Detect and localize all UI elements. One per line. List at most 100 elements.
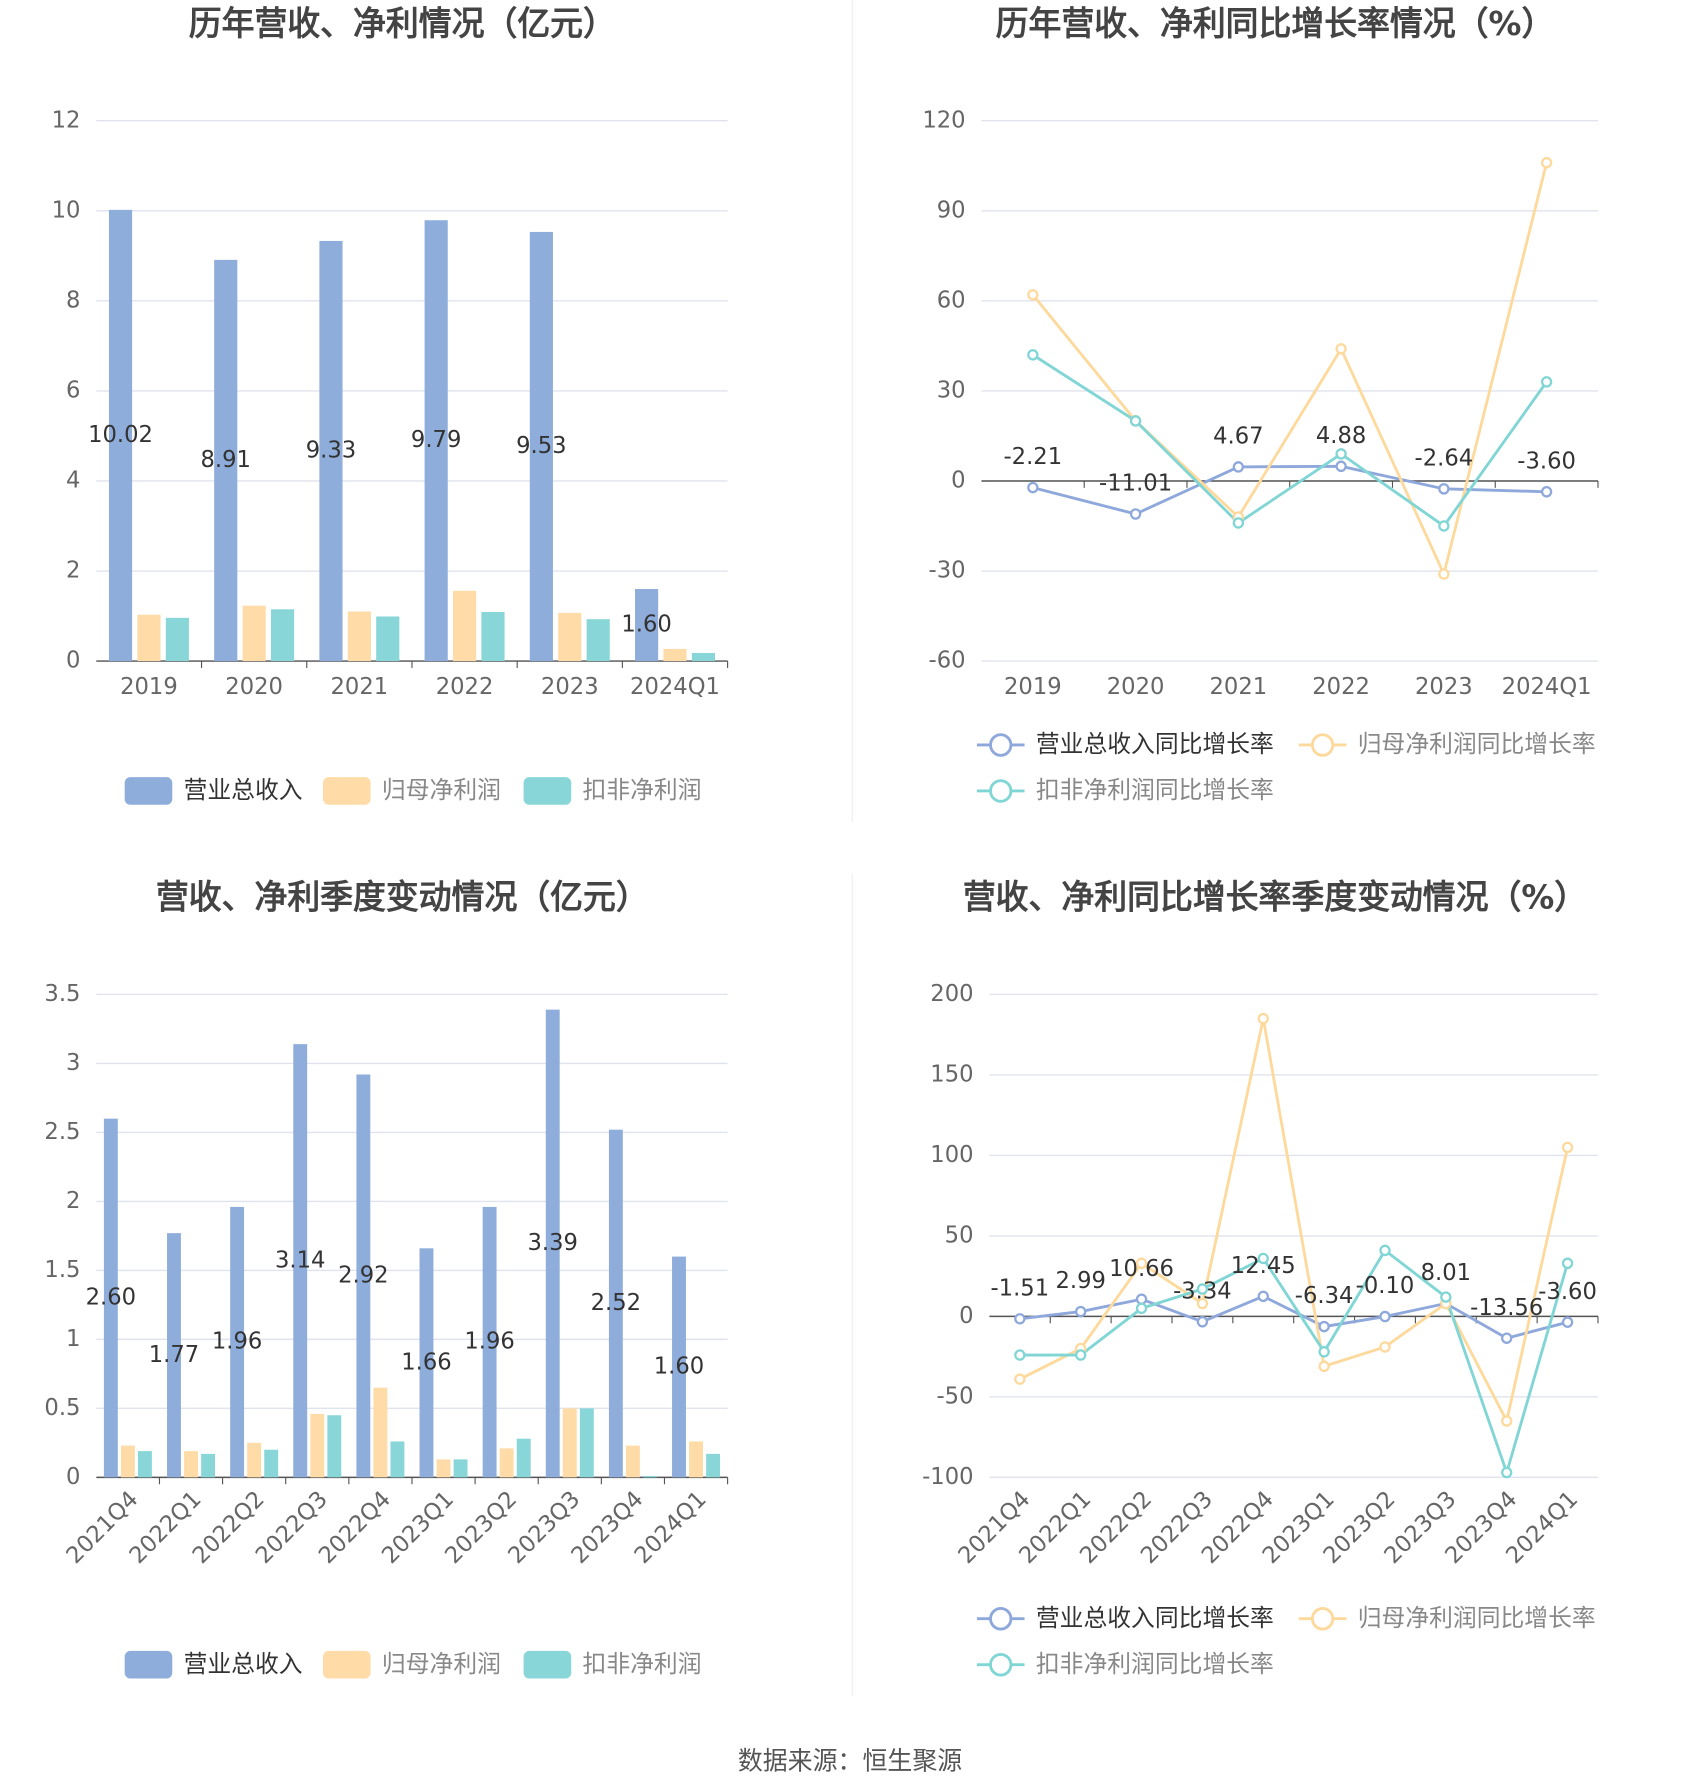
- bar: [108, 209, 133, 662]
- bar: [706, 1453, 721, 1478]
- bar: [635, 589, 659, 662]
- data-label: 1.60: [621, 611, 671, 637]
- point: [1379, 1310, 1391, 1323]
- bar: [625, 1445, 640, 1478]
- legend-label: 归母净利润: [382, 776, 501, 804]
- point: [1501, 1466, 1513, 1479]
- bar: [663, 648, 687, 662]
- y-tick-label: 0: [66, 647, 80, 673]
- data-label: 2.92: [338, 1262, 388, 1288]
- legend-marker: [989, 733, 1013, 757]
- data-label: 4.67: [1213, 423, 1263, 449]
- bar: [419, 1248, 434, 1478]
- point: [1135, 1257, 1148, 1270]
- y-tick-label: 8: [66, 287, 80, 313]
- point: [1561, 1141, 1574, 1154]
- bar: [264, 1449, 279, 1478]
- bar: [482, 1206, 497, 1478]
- y-tick-label: 4: [66, 467, 80, 493]
- point: [1501, 1332, 1513, 1344]
- bar: [137, 614, 161, 662]
- x-tick-label: 2023: [541, 674, 599, 700]
- point: [1440, 1291, 1452, 1303]
- point: [1232, 461, 1245, 473]
- bar: [453, 1459, 468, 1478]
- bar: [247, 1442, 262, 1478]
- point: [1379, 1244, 1391, 1257]
- point: [1438, 483, 1450, 495]
- bar: [586, 619, 610, 662]
- bar: [167, 1233, 181, 1478]
- bar: [390, 1441, 405, 1478]
- point: [1335, 448, 1347, 460]
- point: [1129, 508, 1142, 520]
- y-tick-label: -30: [929, 557, 966, 583]
- point: [1257, 1252, 1269, 1265]
- point: [1257, 1012, 1269, 1025]
- bar: [452, 590, 477, 662]
- legend-swatch: [323, 777, 371, 805]
- point: [1318, 1360, 1330, 1373]
- bar: [424, 220, 448, 662]
- data-label: 9.53: [516, 433, 566, 459]
- point: [1075, 1305, 1087, 1318]
- bar: [481, 611, 505, 662]
- y-tick-label: 100: [930, 1142, 973, 1168]
- legend-label: 营业总收入同比增长率: [1036, 1604, 1274, 1632]
- legend-swatch: [124, 1650, 173, 1679]
- series-line: [1031, 162, 1548, 579]
- data-label: 3.14: [275, 1247, 325, 1273]
- bar: [242, 605, 266, 662]
- data-label: 8.91: [201, 447, 251, 473]
- point: [1561, 1316, 1574, 1328]
- bar: [120, 1445, 135, 1478]
- bar: [270, 609, 295, 662]
- bar: [545, 1009, 560, 1478]
- bar: [373, 1387, 388, 1478]
- legend-label: 营业总收入同比增长率: [1036, 730, 1274, 758]
- data-label: 9.33: [306, 437, 356, 463]
- bar: [319, 240, 343, 662]
- bar: [436, 1459, 451, 1478]
- y-tick-label: 150: [930, 1061, 973, 1087]
- y-tick-label: 0.5: [44, 1395, 80, 1421]
- y-tick-label: 6: [66, 377, 80, 403]
- legend-marker: [1310, 1606, 1335, 1631]
- series-line: [1032, 464, 1547, 516]
- point: [1027, 481, 1039, 494]
- point: [1438, 520, 1450, 532]
- chart-title: 历年营收、净利同比增长率情况（%）: [996, 4, 1555, 43]
- y-tick-label: 2.5: [44, 1119, 80, 1145]
- x-tick-label: 2022: [1312, 674, 1370, 700]
- y-tick-label: 12: [52, 107, 81, 133]
- legend-swatch: [523, 1650, 572, 1679]
- point: [1014, 1313, 1026, 1325]
- y-tick-label: 0: [66, 1464, 80, 1490]
- legend-marker: [989, 779, 1013, 803]
- data-label: -6.34: [1295, 1283, 1354, 1309]
- data-label: -1.51: [991, 1275, 1050, 1301]
- point: [1318, 1346, 1330, 1358]
- legend-label: 归母净利润同比增长率: [1358, 1604, 1596, 1632]
- y-tick-label: -60: [929, 647, 966, 673]
- point: [1501, 1415, 1513, 1427]
- bar: [672, 1256, 686, 1478]
- legend-marker: [989, 1652, 1013, 1677]
- data-label: 9.79: [411, 427, 461, 453]
- point: [1379, 1341, 1391, 1353]
- bar: [201, 1453, 216, 1478]
- bar: [165, 617, 189, 662]
- x-tick-label: 2020: [225, 674, 283, 700]
- x-tick-label: 2023: [1415, 674, 1473, 700]
- y-tick-label: 200: [930, 981, 973, 1007]
- bar: [691, 652, 715, 662]
- y-tick-label: -50: [937, 1383, 974, 1409]
- bar: [356, 1074, 371, 1478]
- x-tick-label: 2024Q1: [1502, 674, 1592, 700]
- legend-marker: [1310, 733, 1335, 757]
- point: [1129, 415, 1142, 427]
- data-label: 2.52: [591, 1290, 641, 1316]
- bar: [230, 1206, 245, 1478]
- y-tick-label: 0: [959, 1303, 973, 1329]
